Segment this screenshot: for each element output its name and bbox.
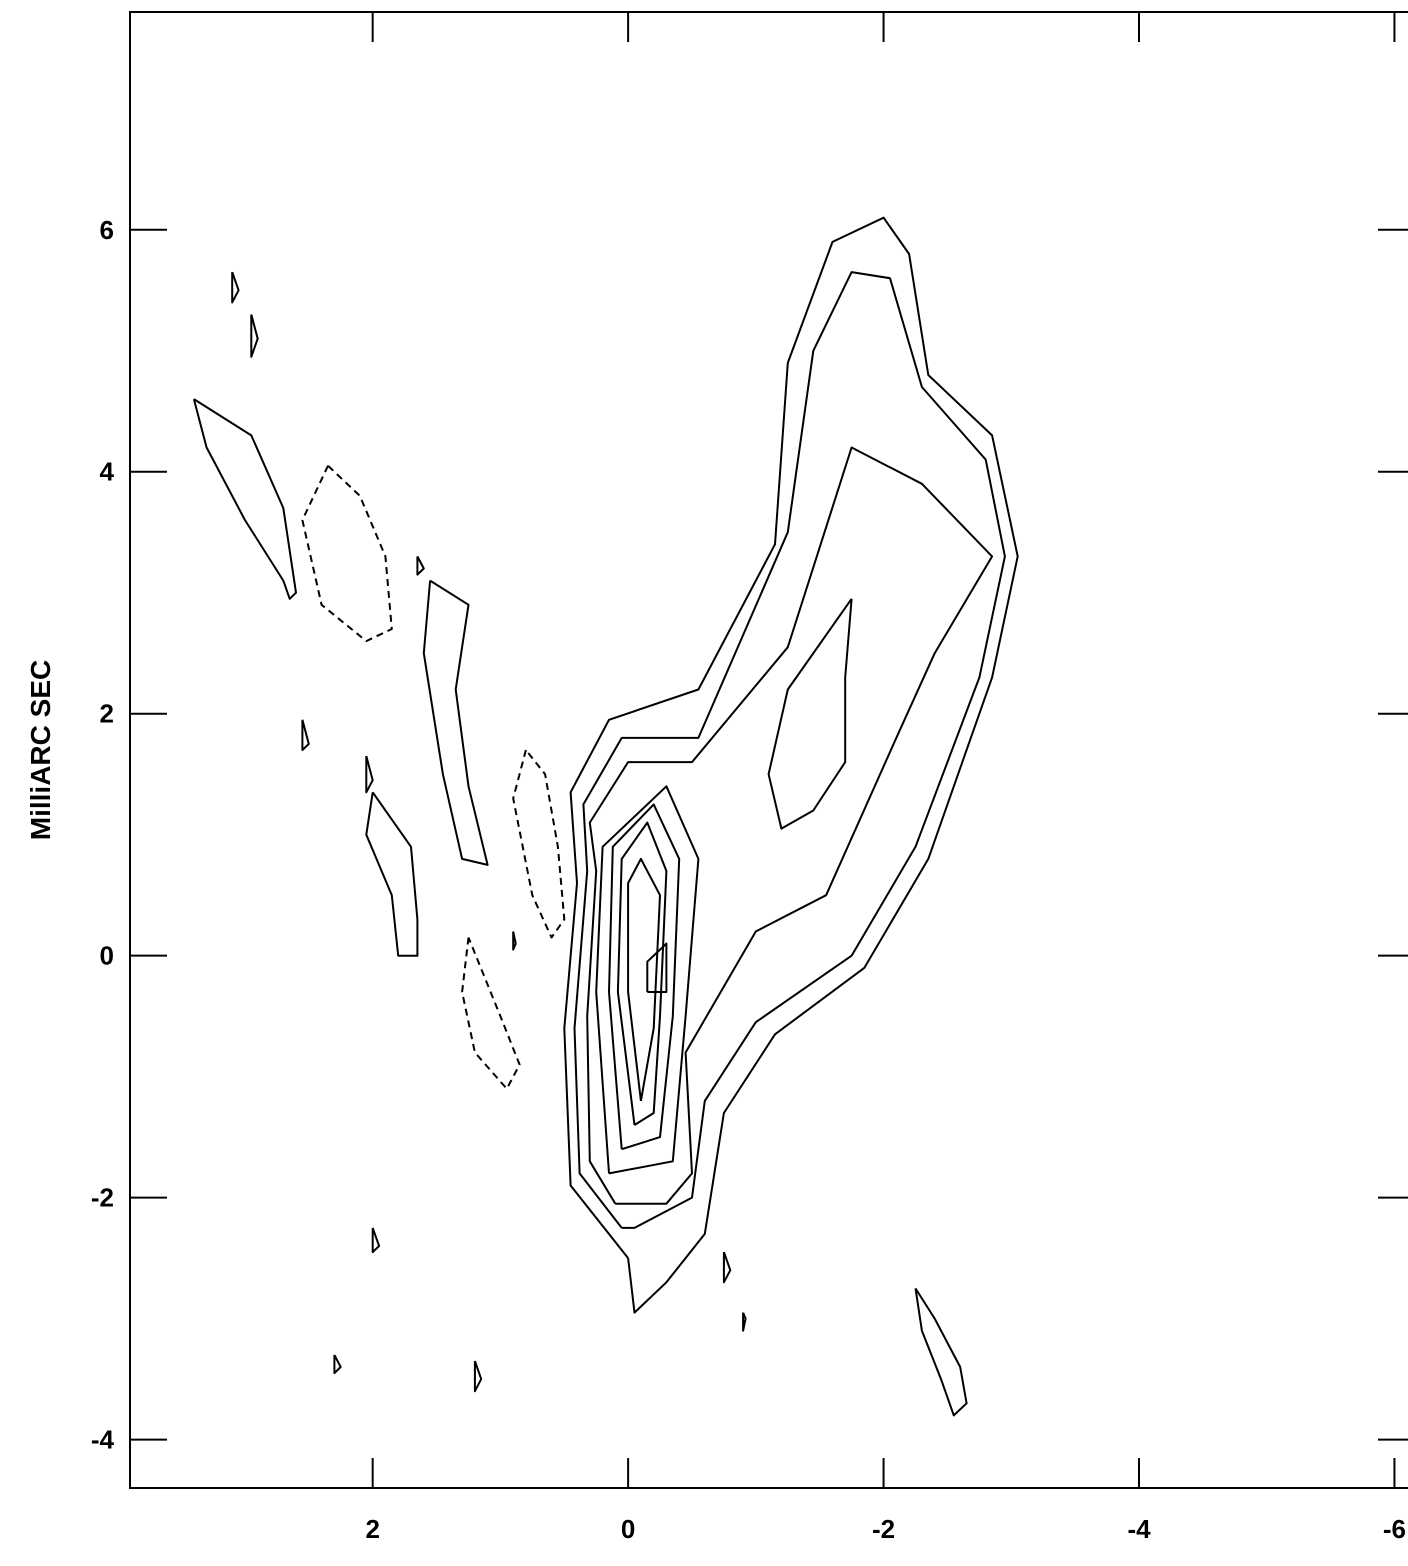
tick-labels-group: 2 0 -2 -4 -6 -4 -2 0 2 4 6 [91, 215, 1406, 1544]
contour-7 [616, 821, 668, 1126]
contour-21 [365, 755, 374, 794]
x-tick-label: 0 [621, 1514, 635, 1544]
contour-3 [586, 446, 994, 1205]
contour-4 [595, 785, 700, 1175]
negative-contour-15 [512, 749, 566, 939]
contour-11 [422, 579, 489, 866]
y-axis-title: MilliARC SEC [25, 660, 56, 840]
contour-18 [250, 314, 259, 358]
contour-12 [365, 791, 419, 957]
x-tick-label: -2 [872, 1514, 895, 1544]
contour-22 [512, 931, 517, 951]
contour-6 [608, 803, 681, 1151]
contour-19 [416, 555, 425, 576]
contour-2 [573, 271, 1006, 1229]
contour-20 [301, 719, 310, 751]
y-tick-label: 2 [100, 699, 114, 729]
contour-27 [742, 1312, 747, 1332]
negative-contour-16 [461, 937, 521, 1090]
plot-frame [129, 11, 1408, 1489]
contour-23 [371, 1227, 381, 1254]
contour-10 [192, 398, 297, 600]
contour-5 [767, 598, 853, 830]
y-tick-label: 4 [100, 457, 115, 487]
negative-contour-14 [301, 464, 393, 643]
y-tick-label: 6 [100, 215, 114, 245]
x-tick-label: 2 [365, 1514, 379, 1544]
contour-8 [627, 857, 661, 1102]
ticks-group [130, 12, 1408, 1488]
y-tick-label: -2 [91, 1183, 114, 1213]
contour-24 [473, 1360, 483, 1393]
contour-13 [914, 1287, 968, 1417]
contour-17 [231, 271, 240, 304]
contour-25 [333, 1354, 342, 1375]
contour-1 [563, 216, 1019, 1314]
x-tick-label: -4 [1127, 1514, 1151, 1544]
contours-group [192, 216, 1019, 1417]
contour-26 [722, 1251, 732, 1284]
y-tick-label: 0 [100, 941, 114, 971]
y-tick-label: -4 [91, 1425, 115, 1455]
x-tick-label: -6 [1383, 1514, 1406, 1544]
contour-9 [646, 942, 668, 993]
